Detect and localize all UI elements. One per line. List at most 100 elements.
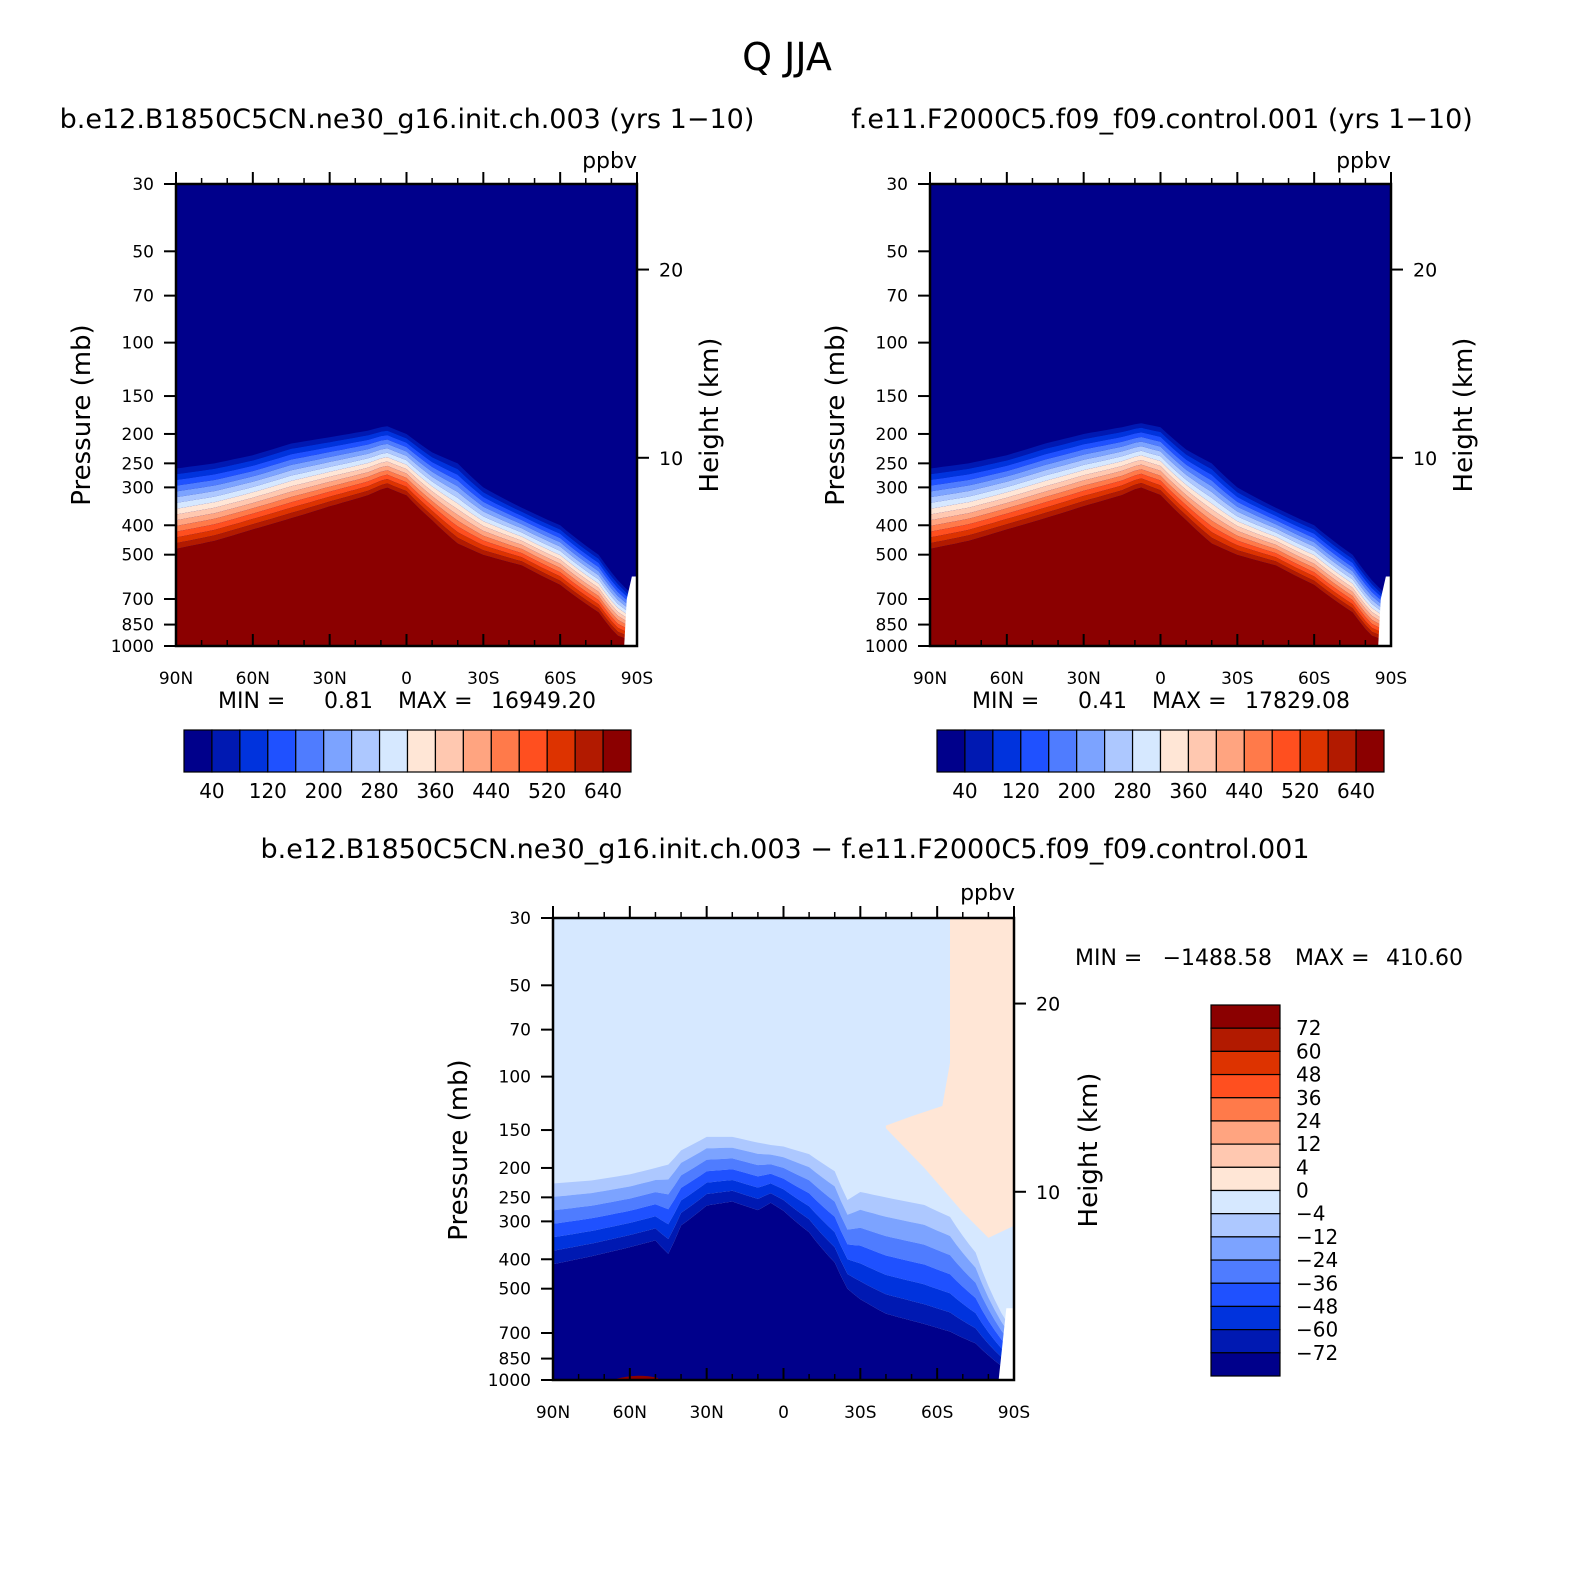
units-label: ppbv <box>582 149 637 174</box>
colorbar-label: 280 <box>360 779 398 803</box>
colorbar-label: 280 <box>1113 779 1151 803</box>
y-tick-label: 200 <box>499 1159 531 1179</box>
colorbar-label: −60 <box>1296 1318 1338 1342</box>
colorbar-label: 360 <box>416 779 454 803</box>
colorbar-box <box>964 729 994 773</box>
colorbar-box <box>1210 1352 1281 1377</box>
max-label: MAX = <box>1152 689 1227 714</box>
x-tick-label: 0 <box>1155 669 1166 689</box>
max-value: 16949.20 <box>491 689 596 714</box>
y-tick-label: 200 <box>122 425 154 445</box>
colorbar-box <box>1076 729 1106 773</box>
y-right-tick-label: 20 <box>659 260 683 282</box>
missing-data <box>998 1308 1014 1380</box>
page-title: Q JJA <box>742 35 832 79</box>
colorbar-label: −4 <box>1296 1202 1325 1226</box>
contour-band <box>930 487 1391 646</box>
colorbar-box <box>574 729 604 773</box>
colorbar-box <box>378 729 409 773</box>
y-tick-label: 100 <box>499 1068 531 1088</box>
colorbar-box <box>1210 1143 1281 1168</box>
contour-field <box>176 184 637 646</box>
y-right-tick-label: 20 <box>1413 260 1437 282</box>
colorbar-box <box>1048 729 1078 773</box>
x-tick-label: 90N <box>159 669 193 689</box>
y-tick-label: 300 <box>122 478 154 498</box>
y-tick-label: 50 <box>886 242 908 262</box>
x-tick-label: 90N <box>536 1403 570 1423</box>
x-tick-label: 30S <box>844 1403 876 1423</box>
colorbar-box <box>1355 729 1385 773</box>
min-value: −1488.58 <box>1163 946 1272 971</box>
colorbar-box <box>1210 1189 1281 1215</box>
y-tick-label: 1000 <box>488 1371 531 1391</box>
colorbar-label: 440 <box>472 779 510 803</box>
y-tick-label: 150 <box>122 387 154 407</box>
y-tick-label: 50 <box>509 976 531 996</box>
contour-field <box>930 184 1391 646</box>
colorbar-box <box>602 729 632 773</box>
panel-title: b.e12.B1850C5CN.ne30_g16.init.ch.003 − f… <box>260 834 1309 865</box>
colorbar-label: 640 <box>1337 779 1375 803</box>
colorbar-box <box>1271 729 1301 773</box>
x-tick-label: 60N <box>613 1403 647 1423</box>
colorbar-box <box>351 729 381 773</box>
x-tick-label: 0 <box>401 669 412 689</box>
colorbar-box <box>1210 1282 1281 1308</box>
colorbar-box <box>1243 729 1273 773</box>
y-axis-label: Pressure (mb) <box>821 324 851 505</box>
colorbar-box <box>1210 1259 1281 1284</box>
y-axis-label: Pressure (mb) <box>67 324 97 505</box>
colorbar-label: 40 <box>952 779 977 803</box>
contour-band <box>553 1201 1014 1380</box>
colorbar-box <box>462 729 492 773</box>
missing-data <box>624 576 637 646</box>
contour-band <box>553 1158 1014 1354</box>
colorbar-label: 520 <box>528 779 566 803</box>
y-tick-label: 300 <box>876 478 908 498</box>
colorbar-label: 200 <box>305 779 343 803</box>
colorbar-box <box>1104 729 1134 773</box>
colorbar-label: −72 <box>1296 1341 1338 1365</box>
x-tick-label: 90N <box>913 669 947 689</box>
y-tick-label: 400 <box>876 516 908 536</box>
max-value: 410.60 <box>1386 946 1463 971</box>
y-tick-label: 100 <box>876 334 908 354</box>
x-tick-label: 90S <box>621 669 653 689</box>
colorbar-box <box>1210 1305 1281 1331</box>
y-tick-label: 200 <box>876 425 908 445</box>
colorbar-box <box>239 729 269 773</box>
x-tick-label: 60S <box>544 669 576 689</box>
y-tick-label: 500 <box>876 546 908 566</box>
y-tick-label: 70 <box>886 287 908 307</box>
units-label: ppbv <box>1336 149 1391 174</box>
y-tick-label: 850 <box>122 616 154 636</box>
colorbar-box <box>434 729 464 773</box>
colorbar-label: 40 <box>199 779 224 803</box>
y-right-tick-label: 10 <box>1413 448 1437 470</box>
colorbar-box <box>1210 1050 1281 1076</box>
plot-area: 90N 60N 30N 0 30S 60S 90S 30 50 70 100 150 200 250 300… <box>488 906 1060 1423</box>
y-tick-label: 150 <box>499 1121 531 1141</box>
min-label: MIN = <box>972 689 1039 714</box>
y-tick-label: 70 <box>509 1021 531 1041</box>
colorbar-label: 24 <box>1296 1109 1321 1133</box>
y-tick-label: 70 <box>132 287 154 307</box>
colorbar-box <box>1187 729 1217 773</box>
y-tick-label: 1000 <box>111 637 154 657</box>
min-label: MIN = <box>218 689 285 714</box>
panel-title: b.e12.B1850C5CN.ne30_g16.init.ch.003 (yr… <box>60 104 755 135</box>
colorbar-box <box>211 729 241 773</box>
y-tick-label: 700 <box>122 590 154 610</box>
y-tick-label: 400 <box>499 1250 531 1270</box>
positive-region <box>885 918 1014 1238</box>
colorbar-label: 4 <box>1296 1155 1309 1179</box>
y-axis-right-label: Height (km) <box>1074 1073 1104 1228</box>
y-tick-label: 1000 <box>865 637 908 657</box>
colorbar-label: −12 <box>1296 1225 1338 1249</box>
y-axis-label: Pressure (mb) <box>444 1059 474 1240</box>
panel-top-left: b.e12.B1850C5CN.ne30_g16.init.ch.003 (yr… <box>60 104 755 803</box>
colorbar-label: 200 <box>1058 779 1096 803</box>
colorbar-box <box>1215 729 1245 773</box>
